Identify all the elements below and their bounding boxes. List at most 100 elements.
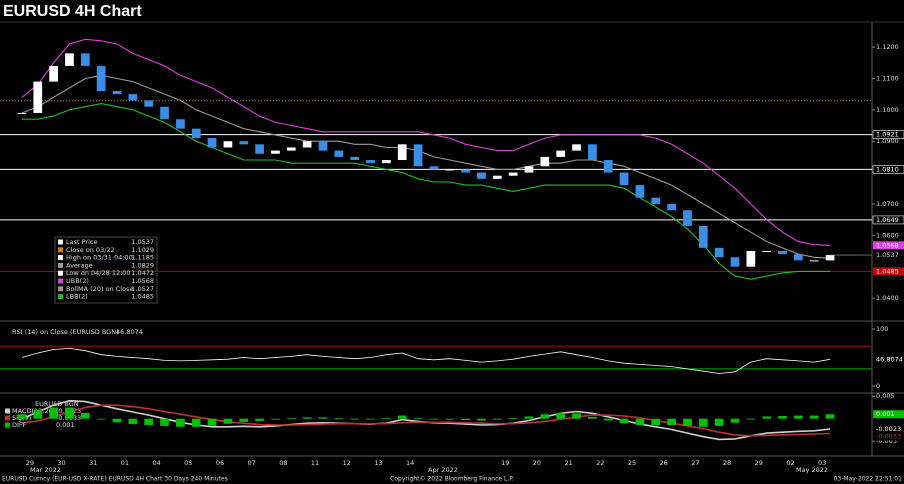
diff-bar <box>603 418 613 421</box>
diff-bar <box>762 416 772 419</box>
candle <box>128 94 138 101</box>
candle <box>540 156 550 167</box>
value-label: 0.001 <box>876 410 895 418</box>
diff-bar <box>207 418 217 426</box>
x-tick-label: 11 <box>311 459 319 467</box>
diff-bar <box>683 418 692 426</box>
x-tick-label: 20 <box>533 459 541 467</box>
candle <box>477 172 486 179</box>
candle <box>239 141 249 145</box>
candle <box>714 247 724 258</box>
diff-bar <box>635 418 645 425</box>
candle <box>635 185 645 198</box>
footer-text: Copyright© 2022 Bloomberg Finance L.P. <box>390 476 514 483</box>
diff-bar <box>17 414 27 419</box>
diff-bar <box>33 409 43 419</box>
y-tick-label: 100 <box>876 325 888 333</box>
x-tick-label: 27 <box>691 459 699 467</box>
y-tick-label: 1.1100 <box>876 74 899 82</box>
legend-value: 1.1029 <box>131 246 154 254</box>
value-box <box>873 267 904 276</box>
candle <box>730 257 740 267</box>
y-tick-label: -0.005 <box>876 437 897 445</box>
candle <box>492 175 502 179</box>
candle <box>271 150 280 154</box>
candle <box>572 144 581 151</box>
candle <box>762 250 772 252</box>
candle <box>698 225 708 248</box>
diff-bar <box>286 418 296 420</box>
month-label: Mar 2022 <box>30 466 61 474</box>
x-tick-label: 04 <box>152 459 160 467</box>
footer-text: 03-May-2022 22:51:01 <box>834 476 903 483</box>
diff-bar <box>667 418 676 425</box>
y-tick-label: 1.0600 <box>876 231 899 239</box>
x-tick-label: 13 <box>374 459 382 467</box>
candle <box>176 119 185 129</box>
diff-bar <box>160 418 169 426</box>
candle <box>809 260 819 262</box>
diff-bar <box>96 418 106 420</box>
legend-label: High on 03/31 04:00 <box>66 254 133 262</box>
diff-bar <box>413 417 423 419</box>
candle <box>255 144 264 154</box>
diff-bar <box>524 416 534 419</box>
value-box <box>873 410 904 419</box>
footer-text: EURUSD Curncy (EUR-USD X-RATE) EURUSD 4H… <box>2 476 228 483</box>
value-box <box>873 241 904 250</box>
y-tick-label: 0 <box>876 382 880 390</box>
candle <box>794 254 803 261</box>
candle <box>619 172 629 186</box>
diff-bar <box>572 413 581 419</box>
candle <box>286 147 296 151</box>
x-tick-label: 07 <box>248 459 256 467</box>
candle <box>334 150 344 157</box>
x-tick-label: 26 <box>660 459 668 467</box>
diff-bar <box>271 418 280 420</box>
rsi-line <box>21 347 831 374</box>
x-tick-label: 05 <box>184 459 192 467</box>
candle <box>413 144 423 167</box>
value-label: 1.0485 <box>876 267 899 275</box>
candle <box>778 250 787 255</box>
legend-marker <box>58 294 63 300</box>
legend-value: 1.0829 <box>131 261 154 269</box>
x-tick-label: 12 <box>343 459 351 467</box>
candle <box>302 141 312 148</box>
value-box <box>873 425 904 434</box>
diff-bar <box>445 418 455 420</box>
candle <box>667 203 676 211</box>
x-tick-label: 08 <box>279 459 287 467</box>
x-tick-label: 19 <box>501 459 509 467</box>
candle <box>397 144 407 161</box>
diff-bar <box>730 418 740 423</box>
value-box <box>873 215 904 224</box>
value-label: -0.0023 <box>876 425 901 433</box>
value-label: 46.8074 <box>876 355 903 363</box>
x-tick-label: 01 <box>121 459 129 467</box>
band-line <box>21 74 831 259</box>
candle <box>33 81 43 113</box>
diff-bar <box>318 417 328 419</box>
macd-line <box>21 404 831 437</box>
candle <box>49 65 58 82</box>
legend-value: 1.0568 <box>131 277 154 285</box>
diff-bar <box>191 418 201 427</box>
candle <box>366 160 375 164</box>
value-box <box>873 432 904 441</box>
legend-label: Close on 03/22 <box>66 246 115 254</box>
legend-marker <box>5 422 10 428</box>
diff-bar <box>112 418 122 423</box>
candle <box>588 144 597 161</box>
diff-bar <box>619 418 629 424</box>
panel-value: 46.8074 <box>116 328 143 336</box>
diff-bar <box>540 414 550 419</box>
value-label: 1.0568 <box>876 241 899 249</box>
candle <box>350 156 360 161</box>
diff-bar <box>588 416 597 419</box>
legend-label: Average <box>66 261 93 269</box>
month-label: Apr 2022 <box>428 466 458 474</box>
diff-bar <box>350 418 360 420</box>
value-label: 1.0810 <box>876 165 899 173</box>
candle <box>96 65 106 92</box>
